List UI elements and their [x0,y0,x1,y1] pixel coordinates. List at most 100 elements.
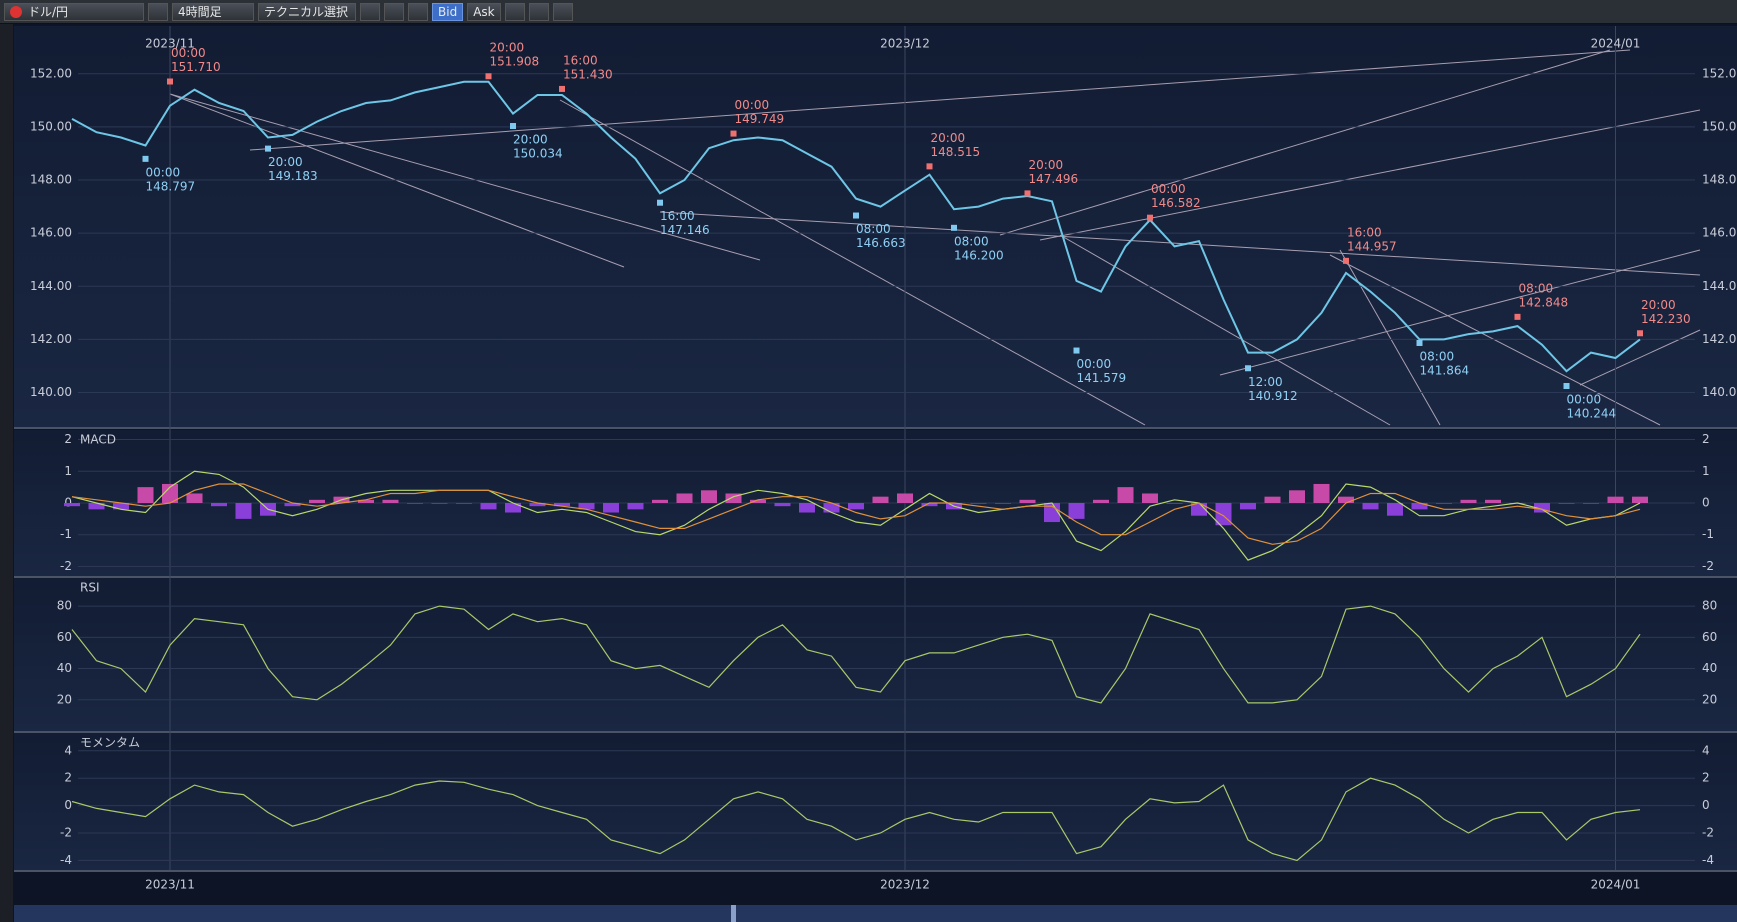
y-tick-label: 142.00 [30,332,72,346]
high-price: 147.496 [1029,172,1079,186]
histogram-bar [1093,499,1109,503]
histogram-bar [309,499,325,503]
histogram-bar [162,483,178,503]
low-time: 00:00 [1077,357,1112,371]
bid: Bid [438,4,458,19]
histogram-bar [1338,496,1354,503]
histogram-bar [1460,499,1477,503]
navigator-thumb [731,905,736,922]
histogram-bar [1191,503,1207,516]
y-tick-label: -1 [1702,527,1714,541]
high-time: 16:00 [563,53,598,67]
histogram-bar [603,503,619,513]
histogram-bar [1485,499,1501,503]
low-time: 12:00 [1248,375,1283,389]
low-marker [510,123,516,130]
histogram-bar [897,493,913,503]
y-tick-label: 2 [64,771,72,785]
low-marker [1563,382,1570,389]
high-time: 20:00 [1029,158,1064,172]
dropdown[interactable] [148,2,168,21]
y-tick-label: 146.00 [1702,226,1737,240]
x-tick-label: 2024/01 [1591,878,1641,892]
histogram-bar [995,503,1011,504]
low-time: 08:00 [1420,349,1455,363]
series-line [71,470,1641,561]
technical-select[interactable]: テクニカル選択 [258,2,356,21]
histogram-bar [970,503,987,504]
zoom-fit[interactable] [504,2,525,21]
y-tick-label: 144.00 [30,279,72,293]
y-tick-label: -2 [1702,559,1714,573]
panel [14,26,1737,427]
histogram-bar [1436,503,1452,504]
histogram-bar [725,493,742,503]
y-tick-label: 148.00 [1702,173,1737,187]
timeframe: 4時間足 [178,4,222,19]
histogram-bar [186,493,203,503]
histogram-bar [578,503,595,510]
low-price: 140.912 [1248,389,1298,403]
histogram-bar [652,499,668,503]
high-price: 149.749 [735,112,785,126]
y-tick-label: 146.00 [30,226,72,240]
ask: Ask [473,4,495,19]
high-time: 20:00 [1641,298,1676,312]
y-tick-label: 152.00 [30,66,72,80]
histogram-bar [750,499,766,503]
chart-style[interactable] [408,2,428,21]
y-tick-label: 2 [1702,771,1710,785]
navigator [14,905,1737,922]
info-tool[interactable] [384,2,404,21]
bid-button[interactable]: Bid [432,2,464,21]
high-marker [730,130,737,137]
low-price: 148.797 [146,179,196,193]
histogram-bar [529,503,546,507]
low-price: 146.200 [954,248,1004,262]
y-tick-label: 40 [1702,661,1717,675]
y-tick-label: -2 [1702,826,1714,840]
histogram-bar [235,503,252,519]
histogram-bar [284,503,301,507]
timeframe-select[interactable]: 4時間足 [172,2,254,21]
high-time: 00:00 [171,46,206,60]
low-price: 141.579 [1077,371,1127,385]
low-marker [1073,347,1080,354]
low-price: 146.663 [856,236,906,250]
histogram-bar [1264,496,1281,503]
histogram-bar [88,503,105,510]
x-tick-label: 2023/11 [145,37,195,51]
y-tick-label: 2 [64,432,72,446]
ask-button[interactable]: Ask [467,2,501,21]
zoom-out[interactable] [528,2,549,21]
high-marker [485,73,492,80]
y-tick-label: 4 [1702,743,1710,757]
pair-select[interactable]: ドル/円 [4,2,144,21]
y-tick-label: 80 [57,599,72,613]
histogram-bar [1607,496,1624,503]
y-tick-label: 0 [64,496,72,510]
histogram-bar [1632,496,1648,503]
panel-title: MACD [80,433,116,447]
high-price: 146.582 [1151,196,1201,210]
zoom-in[interactable] [552,2,573,21]
y-tick-label: 144.00 [1702,279,1737,293]
histogram-bar [1240,503,1256,510]
high-price: 148.515 [931,145,981,159]
histogram-bar [1313,483,1330,503]
y-tick-label: 0 [1702,798,1710,812]
high-marker [1637,330,1643,337]
histogram-bar [431,503,448,504]
histogram-bar [1534,503,1550,513]
draw-tool[interactable] [360,2,380,21]
histogram-bar [701,490,717,503]
histogram-bar [1558,503,1575,504]
panel [14,578,1737,731]
x-tick-label: 2024/01 [1591,37,1641,51]
trend-lines [169,49,1701,426]
y-tick-label: 1 [1702,464,1710,478]
series-line [71,777,1641,862]
panel-title: モメンタム [80,736,140,750]
low-time: 08:00 [954,234,989,248]
histogram-bar [1142,493,1158,503]
